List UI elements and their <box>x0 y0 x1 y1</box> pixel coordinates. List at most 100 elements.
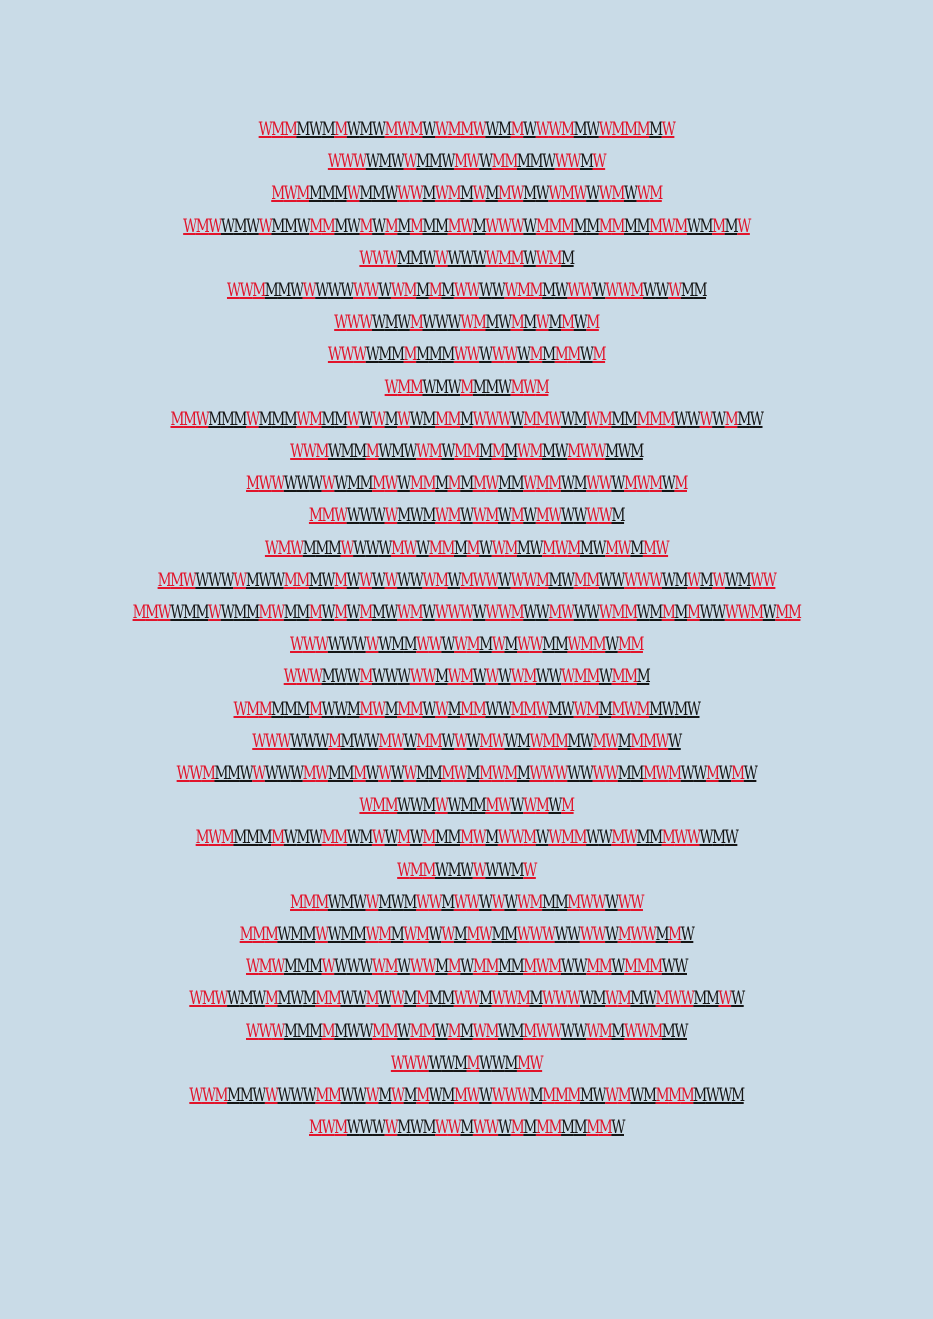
letter-glyph: M <box>220 826 235 849</box>
letter-glyph: M <box>705 987 720 1010</box>
letter-glyph: W <box>233 568 247 591</box>
letter-glyph: M <box>724 214 739 237</box>
letter-glyph: M <box>327 987 342 1010</box>
letter-glyph: W <box>598 601 613 623</box>
letter-glyph: W <box>422 697 436 720</box>
letter-glyph: W <box>579 729 594 752</box>
letter-glyph: M <box>636 118 651 140</box>
letter-glyph: W <box>655 762 670 784</box>
letter-glyph: W <box>636 568 651 591</box>
letter-glyph: M <box>453 1051 468 1074</box>
letter-glyph: M <box>233 601 247 623</box>
letter-glyph: W <box>409 826 424 849</box>
letter-glyph: M <box>378 150 392 173</box>
letter-glyph: M <box>573 826 588 849</box>
letter-glyph: M <box>699 214 713 237</box>
letter-glyph: W <box>592 890 606 913</box>
letter-glyph: M <box>598 955 613 978</box>
letter-glyph: M <box>397 826 411 849</box>
letter-glyph: W <box>252 1084 266 1106</box>
letter-glyph: W <box>189 987 203 1010</box>
letter-glyph: W <box>573 601 588 623</box>
letter-row: MMWWWWWMWMWMWWMWMWMWWWWWM <box>131 504 803 526</box>
letter-glyph: M <box>271 826 285 849</box>
letter-glyph: M <box>561 118 575 140</box>
letter-glyph: W <box>466 150 481 173</box>
letter-glyph: M <box>428 729 443 752</box>
letter-glyph: M <box>428 343 443 366</box>
letter-glyph: W <box>724 568 739 591</box>
letter-glyph: W <box>290 536 304 559</box>
letter-glyph: M <box>239 1084 254 1106</box>
letter-glyph: W <box>497 601 512 623</box>
letter-glyph: W <box>472 601 487 623</box>
letter-glyph: W <box>365 890 380 913</box>
letter-glyph: W <box>491 633 506 656</box>
letter-glyph: M <box>504 633 518 656</box>
letter-glyph: W <box>636 472 651 495</box>
letter-glyph: W <box>384 601 398 623</box>
letter-glyph: W <box>460 246 474 269</box>
letter-glyph: W <box>498 665 512 688</box>
letter-glyph: M <box>384 794 399 817</box>
letter-glyph: W <box>750 568 764 591</box>
letter-glyph: M <box>472 472 487 495</box>
letter-glyph: W <box>498 214 512 237</box>
letter-glyph: W <box>397 407 411 430</box>
letter-glyph: M <box>390 343 405 366</box>
letter-glyph: W <box>479 343 493 366</box>
letter-glyph: W <box>327 343 342 366</box>
letter-glyph: M <box>403 633 418 656</box>
letter-glyph: M <box>315 1084 329 1106</box>
letter-glyph: W <box>321 697 336 720</box>
letter-glyph: M <box>567 440 581 462</box>
letter-glyph: M <box>384 311 399 334</box>
letter-glyph: M <box>548 697 562 720</box>
letter-glyph: M <box>579 1084 594 1106</box>
letter-glyph: M <box>573 665 588 688</box>
letter-glyph: M <box>479 762 493 784</box>
letter-glyph: M <box>504 1051 518 1074</box>
letter-glyph: W <box>661 955 676 978</box>
letter-glyph: W <box>491 987 506 1010</box>
letter-glyph: M <box>466 633 481 656</box>
letter-glyph: W <box>498 568 512 591</box>
letter-glyph: M <box>523 1116 537 1139</box>
letter-glyph: M <box>422 472 437 495</box>
letter-glyph: W <box>403 536 418 559</box>
letter-glyph: M <box>510 697 525 720</box>
letter-glyph: W <box>352 890 367 913</box>
letter-glyph: W <box>378 440 392 462</box>
letter-glyph: W <box>642 987 657 1010</box>
letter-glyph: W <box>321 601 335 623</box>
letter-glyph: W <box>453 762 468 784</box>
letter-glyph: W <box>674 1019 688 1042</box>
letter-glyph: W <box>384 246 399 269</box>
letter-glyph: W <box>384 472 399 495</box>
letter-glyph: W <box>327 440 342 462</box>
letter-glyph: W <box>497 407 512 430</box>
letter-glyph: M <box>391 633 405 656</box>
letter-glyph: W <box>346 601 361 623</box>
letter-glyph: W <box>378 633 392 656</box>
letter-glyph: W <box>592 923 606 945</box>
letter-glyph: M <box>642 536 657 559</box>
letter-glyph: M <box>592 633 607 656</box>
letter-glyph: M <box>674 472 688 495</box>
letter-glyph: M <box>699 568 714 591</box>
letter-glyph: W <box>617 536 632 559</box>
letter-glyph: M <box>611 826 625 849</box>
letter-glyph: W <box>340 536 354 559</box>
letter-glyph: M <box>586 955 600 978</box>
letter-glyph: M <box>661 601 676 623</box>
letter-glyph: M <box>460 697 474 720</box>
letter-glyph: M <box>441 1084 455 1106</box>
letter-glyph: W <box>346 311 361 334</box>
letter-glyph: M <box>252 923 266 945</box>
letter-glyph: W <box>517 1084 531 1106</box>
letter-glyph: W <box>560 472 575 495</box>
letter-glyph: M <box>447 182 462 205</box>
letter-glyph: M <box>346 697 361 720</box>
letter-glyph: W <box>296 472 310 495</box>
